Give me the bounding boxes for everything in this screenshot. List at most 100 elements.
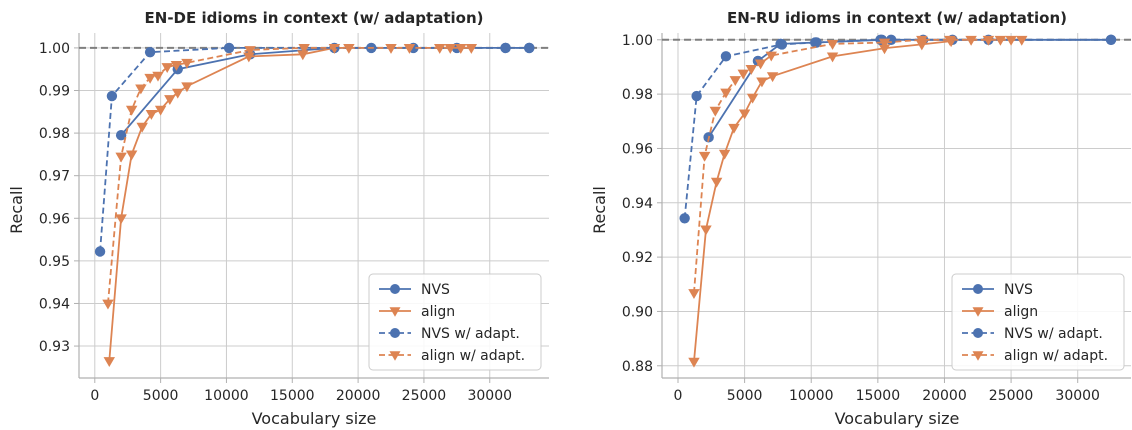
- data-point: [878, 44, 891, 55]
- data-point: [298, 44, 310, 54]
- x-tick-label: 25000: [989, 388, 1034, 404]
- data-point: [826, 52, 839, 63]
- data-point: [718, 149, 731, 160]
- series-nvs: [703, 34, 1117, 143]
- legend-marker: [389, 307, 401, 317]
- y-axis-label: Recall: [7, 186, 26, 234]
- legend: NVS align NVS w/ adapt. align w/ adapt.: [951, 273, 1125, 371]
- legend-marker: [972, 351, 984, 361]
- data-point: [385, 44, 397, 54]
- data-point: [738, 109, 751, 120]
- data-point: [343, 44, 355, 54]
- y-tick-label: 1.00: [39, 41, 70, 57]
- data-point: [688, 357, 700, 368]
- chart-title: EN-RU idioms in context (w/ adaptation): [727, 9, 1067, 27]
- x-tick-label: 30000: [1055, 388, 1100, 404]
- data-point: [737, 69, 749, 80]
- data-point: [465, 44, 478, 54]
- legend-label: align w/ adapt.: [421, 348, 525, 364]
- data-point: [720, 88, 732, 99]
- y-tick-label: 0.96: [622, 141, 653, 157]
- data-point: [244, 46, 256, 57]
- data-point: [1105, 34, 1117, 45]
- x-tick-label: 10000: [204, 388, 249, 404]
- series-nvs-w-adapt-: [94, 42, 535, 257]
- data-point: [720, 51, 732, 62]
- legend-box: [368, 273, 542, 371]
- grid: [79, 33, 549, 378]
- data-point: [223, 42, 235, 54]
- data-point: [746, 93, 759, 104]
- legend-label: NVS: [421, 282, 450, 298]
- chart-title: EN-DE idioms in context (w/ adaptation): [145, 9, 484, 27]
- data-point: [728, 123, 740, 134]
- y-tick-label: 0.97: [39, 169, 70, 185]
- data-point: [524, 42, 535, 54]
- x-tick-label: 15000: [270, 388, 315, 404]
- x-tick-label: 10000: [789, 388, 834, 404]
- data-point: [144, 73, 156, 84]
- data-point: [102, 299, 114, 310]
- data-point: [145, 110, 158, 120]
- data-point: [776, 39, 788, 50]
- chart-panel-en-de: EN-DE idioms in context (w/ adaptation) …: [7, 9, 549, 428]
- series-line: [107, 47, 472, 304]
- x-axis-label: Vocabulary size: [252, 409, 377, 428]
- data-point: [982, 35, 995, 46]
- data-point: [434, 44, 446, 54]
- data-point: [878, 38, 891, 49]
- data-point: [810, 37, 821, 48]
- legend-box: [951, 273, 1125, 371]
- data-point: [152, 71, 164, 82]
- x-tick-label: 5000: [143, 388, 179, 404]
- data-point: [965, 35, 977, 46]
- data-point: [745, 64, 757, 75]
- legend-marker: [973, 284, 983, 294]
- y-tick-label: 0.95: [39, 254, 70, 270]
- series-line: [108, 47, 335, 362]
- data-point: [135, 84, 147, 95]
- data-point: [766, 72, 779, 83]
- y-tick-label: 0.96: [39, 211, 70, 227]
- data-point: [994, 35, 1007, 46]
- data-point: [115, 152, 127, 163]
- data-point: [700, 225, 712, 236]
- data-point: [756, 77, 768, 88]
- y-tick-label: 0.94: [622, 196, 653, 212]
- data-point: [94, 246, 106, 257]
- data-point: [136, 122, 148, 133]
- data-point: [154, 105, 167, 116]
- data-point: [181, 82, 193, 93]
- data-point: [1016, 35, 1028, 46]
- data-point: [103, 357, 116, 367]
- series-align: [103, 44, 341, 367]
- data-point: [691, 90, 702, 102]
- x-tick-label: 20000: [336, 388, 381, 404]
- legend-label: NVS w/ adapt.: [421, 326, 520, 342]
- y-tick-label: 0.98: [622, 87, 653, 103]
- x-tick-label: 25000: [402, 388, 447, 404]
- x-tick-label: 20000: [922, 388, 967, 404]
- y-tick-label: 0.99: [39, 84, 70, 100]
- data-point: [106, 90, 118, 102]
- data-point: [916, 35, 928, 46]
- data-point: [181, 58, 193, 69]
- x-tick-label: 0: [674, 388, 683, 404]
- legend-label: NVS: [1004, 282, 1033, 298]
- data-point: [826, 39, 839, 50]
- series-align-w-adapt-: [102, 44, 478, 310]
- y-tick-label: 0.88: [622, 359, 653, 375]
- y-tick-label: 0.90: [622, 304, 653, 320]
- data-point: [403, 44, 416, 54]
- legend-marker: [389, 351, 401, 361]
- data-point: [125, 150, 138, 161]
- data-point: [500, 42, 511, 54]
- data-point: [164, 95, 176, 105]
- data-point: [115, 130, 127, 141]
- data-point: [710, 177, 723, 188]
- series-line: [99, 47, 530, 252]
- data-point: [698, 151, 711, 162]
- data-point: [328, 44, 341, 54]
- chart-panel-en-ru: EN-RU idioms in context (w/ adaptation) …: [590, 9, 1131, 428]
